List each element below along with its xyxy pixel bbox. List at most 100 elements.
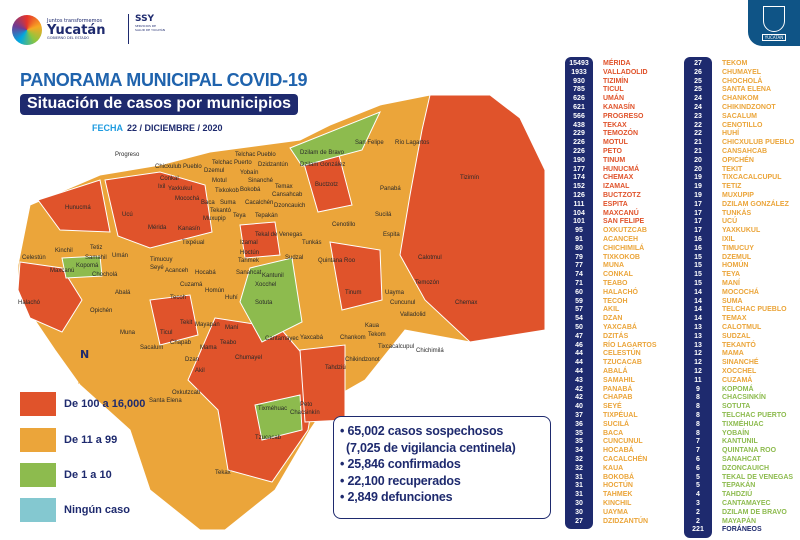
list-item: 190 TINUM [565, 157, 680, 166]
legend-label: De 100 a 16,000 [64, 398, 146, 410]
list-item: 80 CHICHIMILÁ [565, 245, 680, 254]
legend-swatch [20, 463, 56, 487]
case-count: 27 [575, 517, 583, 525]
list-item: 21 CHICXULUB PUEBLO [684, 139, 799, 148]
municipality-map-label: Muxupip [203, 216, 226, 222]
municipality-name: SOTUTA [722, 403, 751, 411]
list-item: 27 DZIDZANTÚN [565, 518, 680, 527]
case-count: 37 [575, 412, 583, 419]
list-item: 30 UAYMA [565, 509, 680, 518]
list-item: 22 CENOTILLO [684, 122, 799, 131]
count-bar [565, 57, 593, 530]
municipality-name: SACALUM [722, 112, 757, 120]
municipality-map-label: Tetiz [90, 245, 103, 251]
municipality-name: MUXUPIP [722, 192, 754, 199]
list-item: 27 TEKOM [684, 60, 799, 69]
case-count: 14 [694, 306, 702, 314]
municipality-map-label: Oxkutzcab [172, 390, 201, 396]
region-red-merida [104, 171, 213, 249]
case-count: 14 [694, 297, 702, 305]
list-item: 32 CACALCHÉN [565, 456, 680, 465]
municipality-map-label: Dzidzantún [258, 162, 289, 168]
list-item: 79 TIXKOKOB [565, 254, 680, 263]
municipality-map-label: Cuncunul [390, 300, 416, 306]
case-count: 50 [575, 324, 583, 331]
municipality-name: OXKUTZCAB [603, 227, 647, 235]
municipality-name: TIXMÉHUAC [722, 420, 764, 428]
municipality-name: TZUCACAB [603, 359, 642, 367]
municipality-map-label: Kantunil [262, 273, 284, 279]
case-count: 221 [692, 526, 704, 534]
list-item: 24 CHIKINDZONOT [684, 104, 799, 113]
list-item: 5 TEPAKÁN [684, 482, 799, 491]
municipality-name: TETIZ [722, 183, 742, 191]
legend-label: Ningún caso [64, 504, 131, 516]
case-count: 2 [696, 517, 700, 525]
legend-label: De 1 a 10 [64, 469, 112, 481]
case-count: 229 [573, 130, 585, 138]
municipality-name: FORÁNEOS [722, 526, 762, 534]
municipality-name: KOPOMÁ [722, 385, 754, 393]
municipality-map-label: Santa Elena [149, 398, 182, 404]
list-item: 226 MOTUL [565, 139, 680, 148]
case-count: 24 [694, 104, 702, 111]
municipality-name: CHICXULUB PUEBLO [722, 139, 795, 147]
region-red-tinum [329, 241, 383, 311]
municipality-name: QUINTANA ROO [722, 447, 777, 455]
case-count: 20 [694, 165, 702, 173]
municipality-name: TEPAKÁN [722, 482, 756, 490]
case-count: 95 [575, 227, 583, 235]
list-item: 8 CHACSINKÍN [684, 394, 799, 403]
municipality-name: TEKAL DE VENEGAS [722, 473, 794, 481]
list-item: 17 DZILAM GONZÁLEZ [684, 201, 799, 210]
municipality-map-label: Kaua [365, 323, 380, 329]
municipality-name: CENOTILLO [722, 121, 763, 129]
municipality-name: CHEMAX [603, 174, 634, 182]
municipality-map-label: Maní [225, 325, 239, 331]
case-count: 20 [694, 156, 702, 164]
municipality-name: MAXCANÚ [603, 209, 639, 217]
list-item: 47 DZITÁS [565, 333, 680, 342]
case-count: 30 [575, 508, 583, 516]
municipality-name: KAUA [603, 464, 624, 472]
list-item: 31 BOKOBÁ [565, 474, 680, 483]
municipality-name: ABALÁ [603, 368, 628, 375]
list-item: 15 TEYA [684, 271, 799, 280]
case-count: 25 [694, 86, 702, 94]
count-bar [684, 57, 712, 539]
municipality-map-label: Tixpéual [182, 240, 205, 246]
municipality-map-label: Río Lagartos [395, 140, 430, 146]
municipality-name: SUCILÁ [603, 420, 630, 428]
case-count: 40 [575, 403, 583, 411]
case-count: 15493 [569, 60, 589, 67]
case-count: 111 [573, 200, 585, 208]
case-count: 7 [696, 438, 700, 446]
case-count: 15 [694, 271, 702, 279]
list-item: 15 HOMÚN [684, 262, 799, 271]
list-item: 15493 MÉRIDA [565, 60, 680, 69]
case-count: 4 [696, 491, 700, 499]
municipality-map-label: Samahil [85, 255, 107, 261]
case-count: 17 [694, 218, 702, 226]
list-item: 35 CUNCUNUL [565, 438, 680, 447]
case-count: 8 [696, 429, 700, 437]
ssy-sub: SERVICIOS DE SALUD DE YUCATÁN [135, 24, 165, 32]
municipality-map-label: Cansahcab [272, 192, 303, 198]
region-red-maxcanu [17, 261, 83, 333]
municipality-map-label: Telchac Pueblo [235, 152, 276, 158]
case-count: 16 [694, 236, 702, 243]
list-item: 57 AKIL [565, 306, 680, 315]
legend-item-teal: Ningún caso [20, 498, 130, 522]
municipality-name: CALOTMUL [722, 324, 762, 331]
municipality-map-label: Peto [300, 402, 313, 408]
municipality-map-label: Chapab [170, 340, 192, 346]
stat-suspected: • 65,002 casos sospechosos [340, 424, 504, 438]
list-item: 13 TEKANTÓ [684, 342, 799, 351]
municipality-name: IZAMAL [603, 183, 630, 191]
municipality-name: TEKIT [722, 165, 743, 173]
municipality-map-label: Teya [233, 213, 246, 219]
municipality-map-label: Telchac Puerto [212, 160, 252, 166]
municipality-name: DZAN [603, 315, 623, 323]
municipality-name: SEYÉ [603, 403, 622, 411]
municipality-map-label: Tahdziú [325, 365, 346, 371]
